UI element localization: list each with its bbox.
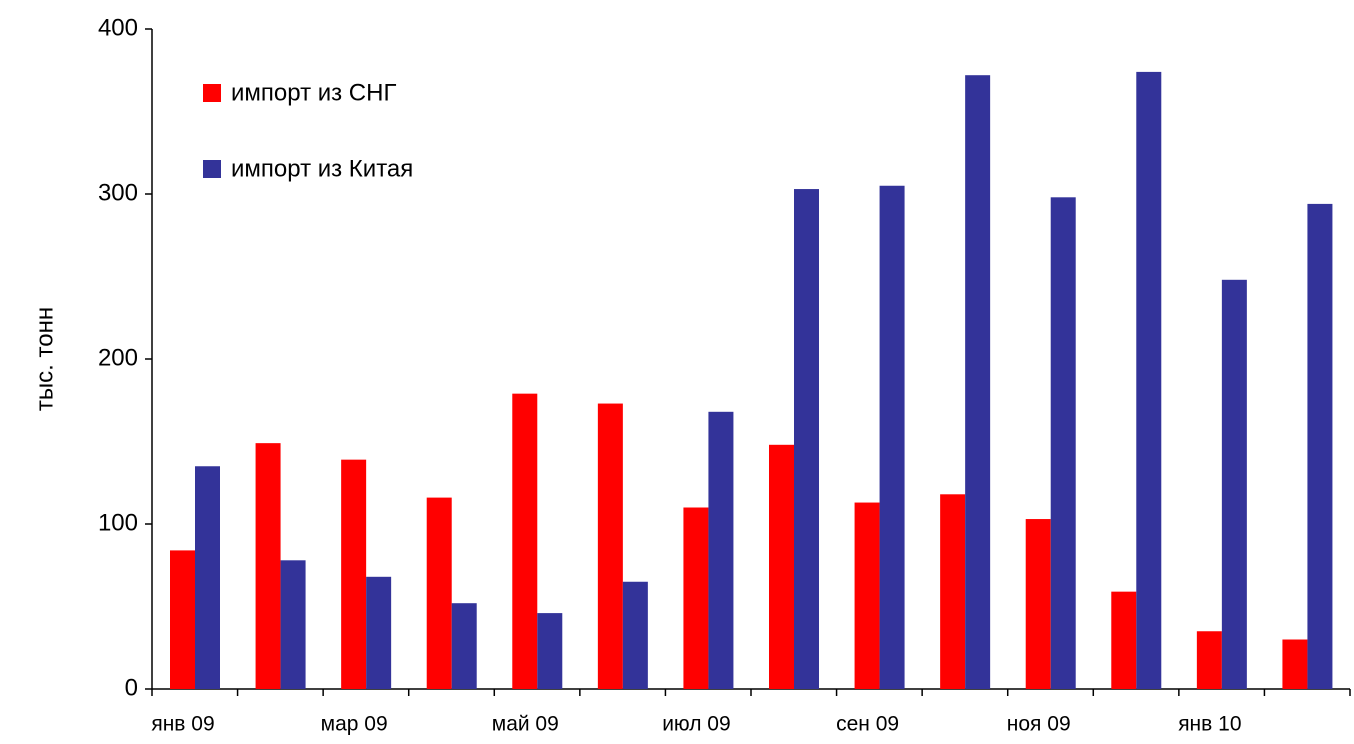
y-tick-label: 200 [98, 344, 138, 371]
y-tick-label: 400 [98, 14, 138, 41]
bar [195, 466, 220, 689]
bar [1282, 639, 1308, 689]
bar [965, 75, 991, 689]
bar [854, 502, 880, 689]
bar [879, 185, 905, 689]
legend-label: импорт из Китая [231, 155, 413, 182]
legend-swatch [203, 84, 221, 102]
bar [255, 443, 281, 689]
bar [1307, 203, 1333, 689]
bar [1050, 197, 1076, 690]
x-tick-label: июл 09 [662, 713, 730, 736]
bar [1111, 591, 1137, 689]
legend-label: импорт из СНГ [231, 79, 396, 106]
x-tick-label: янв 09 [151, 713, 214, 736]
bar [512, 393, 538, 689]
bar [426, 497, 452, 689]
bar [451, 603, 477, 689]
bar [940, 494, 966, 689]
bar [341, 459, 367, 689]
bar [708, 411, 734, 689]
bar [597, 403, 623, 689]
bar [1136, 71, 1162, 689]
bar [1196, 631, 1222, 689]
bar [622, 581, 648, 689]
x-tick-label: мар 09 [321, 713, 388, 736]
bar [170, 550, 195, 689]
x-tick-label: ноя 09 [1007, 713, 1071, 736]
bar [794, 189, 819, 690]
bar [1025, 519, 1051, 689]
bar [537, 613, 563, 689]
x-tick-label: сен 09 [836, 713, 899, 736]
x-tick-label: янв 10 [1178, 713, 1241, 736]
bar [280, 560, 306, 689]
x-tick-label: май 09 [492, 713, 559, 736]
y-tick-label: 100 [98, 509, 138, 536]
bar [769, 444, 794, 689]
y-tick-label: 300 [98, 179, 138, 206]
bar [1221, 279, 1247, 689]
y-tick-label: 0 [125, 674, 138, 701]
bar [366, 576, 392, 689]
y-axis-label: тыс. тонн [31, 307, 58, 411]
legend-swatch [203, 160, 221, 178]
bar [683, 507, 709, 689]
